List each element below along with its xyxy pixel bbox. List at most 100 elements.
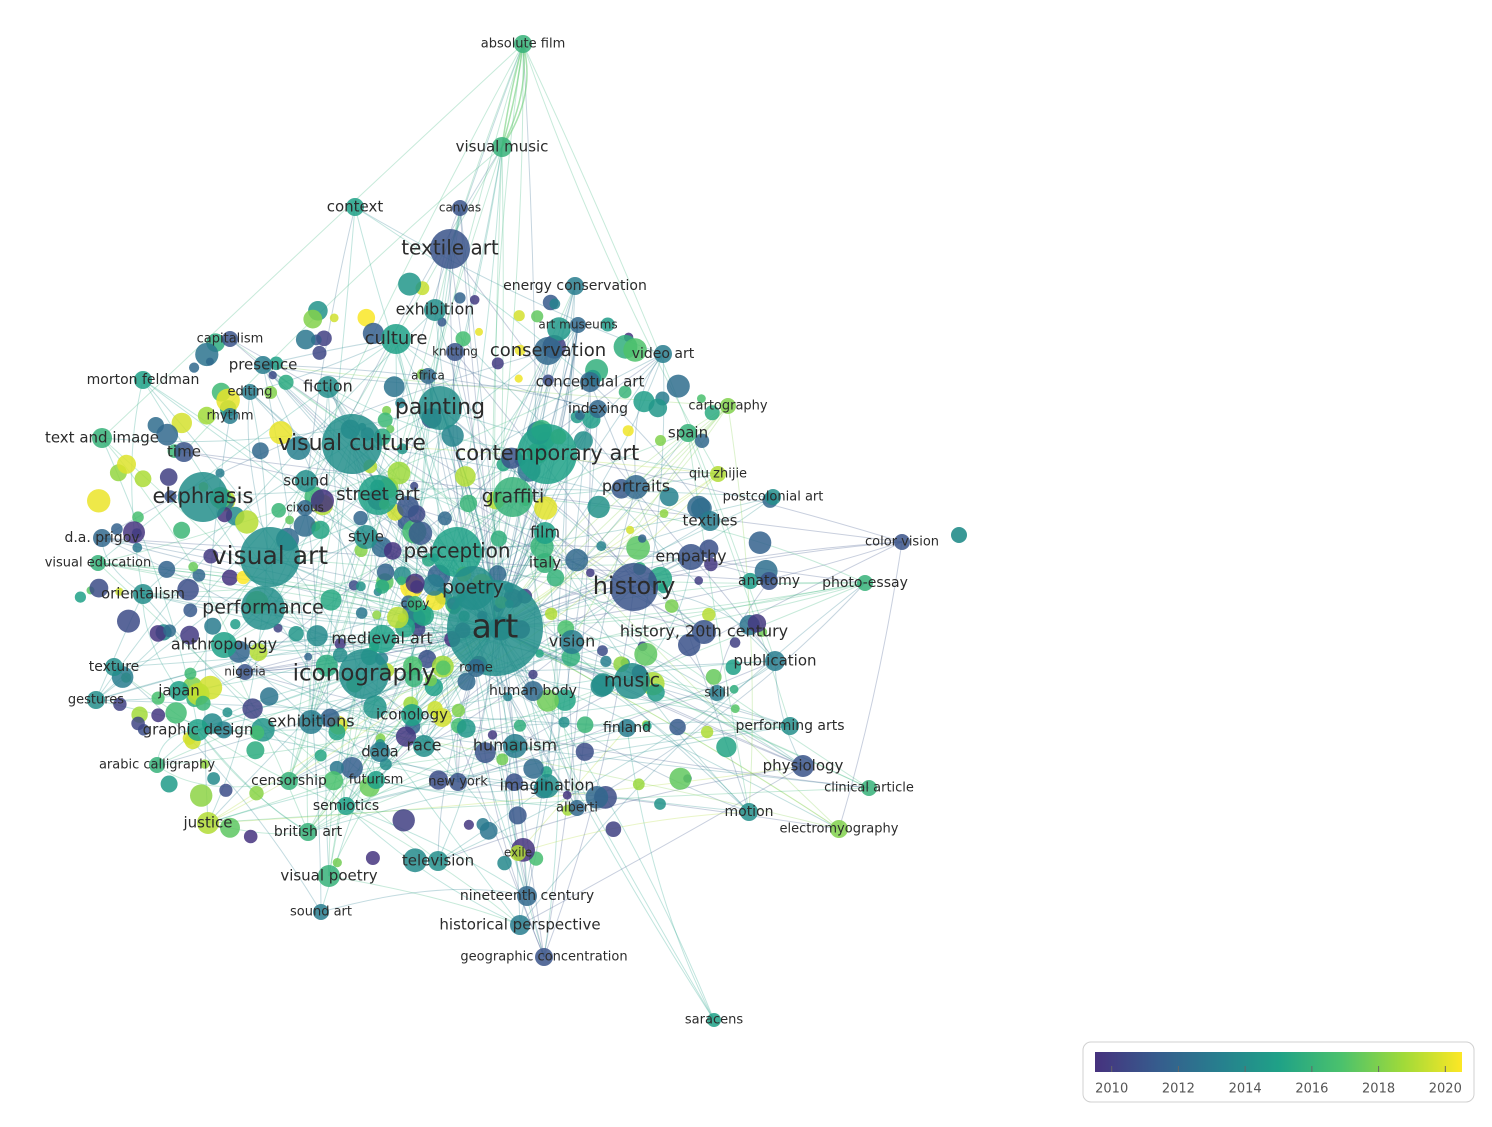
edge (571, 641, 804, 767)
node-label: indexing (568, 401, 628, 417)
node (318, 865, 340, 887)
node-label: postcolonial art (723, 490, 824, 505)
edge (345, 727, 628, 807)
node-bubble (600, 317, 615, 332)
node-label: street art (336, 484, 420, 505)
node-label: gestures (68, 693, 124, 708)
node-bubble (428, 770, 449, 790)
edge (113, 627, 496, 668)
edge (310, 582, 866, 723)
node-bubble (586, 568, 595, 578)
node-bubble (288, 626, 304, 642)
node-bubble (666, 374, 690, 398)
edge (494, 541, 903, 629)
edge (377, 473, 719, 499)
edge (411, 207, 461, 716)
edge (375, 779, 548, 793)
node (523, 681, 543, 701)
edge (522, 43, 537, 692)
node-bubble (396, 576, 406, 586)
edge (395, 338, 599, 410)
edge (494, 627, 870, 789)
node-label: sound art (290, 905, 352, 920)
node-bubble (505, 773, 523, 791)
node-label: textile art (401, 236, 499, 260)
node-bubble (497, 855, 512, 871)
node-bubble (132, 542, 143, 553)
node-bubble (315, 654, 338, 677)
edge (101, 537, 791, 727)
node-label: painting (395, 395, 485, 420)
node-bubble (632, 778, 645, 791)
node-bubble (341, 757, 363, 779)
node (432, 527, 482, 577)
node-bubble (395, 397, 406, 409)
node (299, 823, 317, 841)
edge (457, 660, 776, 783)
node-bubble (426, 590, 446, 611)
edge (456, 545, 692, 558)
node-bubble (408, 521, 433, 545)
node-bubble (190, 784, 213, 807)
edge (288, 780, 521, 926)
node-label: knitting (432, 345, 478, 359)
node (707, 1013, 721, 1027)
node-bubble (508, 806, 527, 825)
node-label: iconology (376, 706, 448, 724)
node-bubble (626, 525, 635, 535)
legend-tick-label: 2018 (1362, 1082, 1395, 1097)
edge (269, 556, 866, 585)
node-label: empathy (655, 547, 726, 566)
node-bubble (195, 342, 219, 367)
node-label: orientalism (101, 585, 185, 603)
node-bubble (647, 683, 665, 702)
node-label: nigeria (224, 665, 266, 679)
node (241, 586, 285, 630)
node (174, 442, 194, 462)
node-bubble (725, 659, 742, 675)
node (337, 797, 355, 815)
edge (156, 764, 290, 788)
node-bubble (469, 295, 480, 305)
node-label: publication (733, 652, 816, 670)
node (566, 277, 584, 295)
node-bubble (545, 607, 558, 620)
node-bubble (702, 607, 716, 622)
node-label: rome (459, 661, 493, 676)
node-bubble (664, 599, 679, 613)
node-bubble (585, 786, 609, 809)
node-bubble (596, 541, 607, 552)
node-bubble (623, 338, 647, 362)
node-bubble (547, 317, 571, 341)
edge (379, 432, 689, 753)
node-bubble (219, 783, 233, 797)
node (187, 719, 209, 741)
edge (97, 562, 496, 629)
node (589, 400, 607, 418)
node (857, 575, 873, 591)
node (861, 780, 877, 796)
node-label: history, 20th century (620, 622, 788, 641)
node (510, 845, 526, 861)
node-label: censorship (251, 773, 327, 789)
node-bubble (487, 730, 498, 740)
node-label: absolute film (481, 37, 566, 52)
node-label: futurism (349, 773, 404, 788)
legend-tick-label: 2020 (1429, 1082, 1462, 1097)
node-bubble (177, 578, 199, 601)
node-label: conservation (490, 340, 606, 361)
node (317, 376, 339, 398)
edge (288, 667, 477, 782)
node-label: cixous (286, 501, 324, 515)
node-bubble (700, 725, 714, 739)
node-bubble (392, 809, 415, 832)
node-label: canvas (439, 201, 481, 215)
node-bubble (562, 790, 572, 800)
node-bubble (554, 689, 576, 711)
node-bubble (669, 767, 692, 790)
node-label: text and image (45, 429, 159, 447)
node (90, 555, 106, 571)
edge (506, 745, 528, 897)
node-bubble (410, 481, 419, 491)
edge (365, 536, 718, 694)
